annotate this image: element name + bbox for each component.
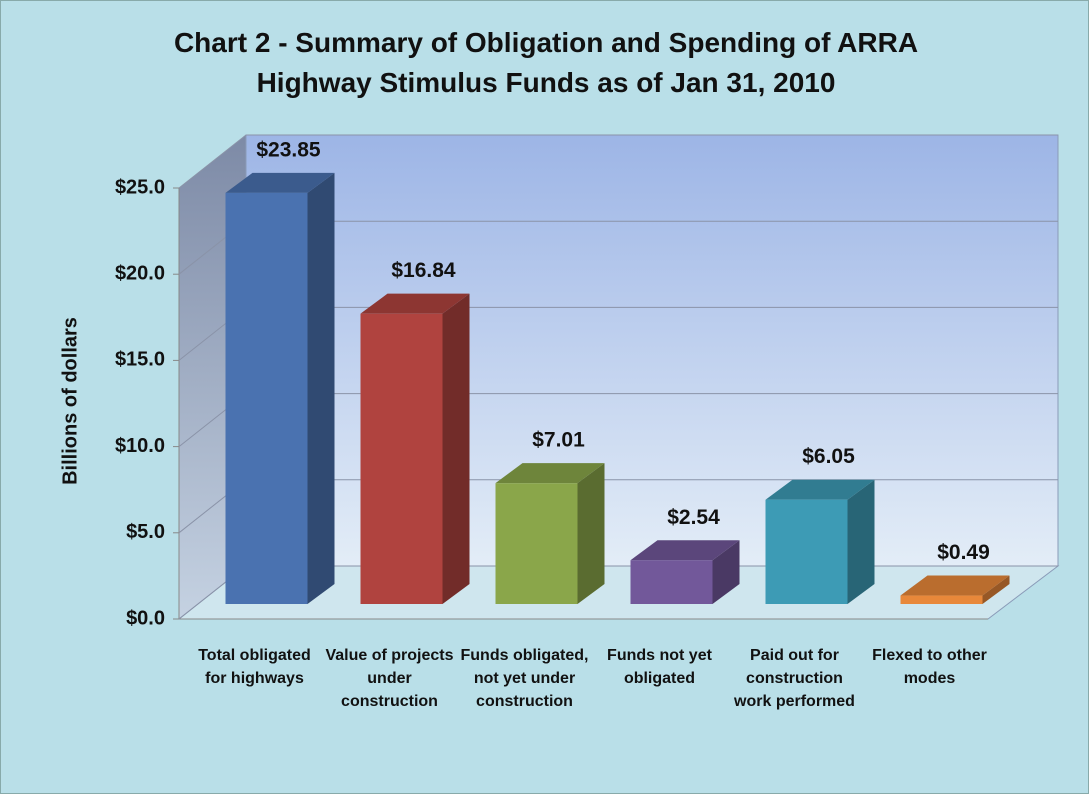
chart-title: Chart 2 - Summary of Obligation and Spen…	[173, 27, 919, 98]
bar-front	[225, 192, 308, 605]
y-tick-label: $15.0	[115, 349, 165, 371]
bar	[765, 479, 875, 604]
bar	[360, 293, 470, 604]
x-tick-label: Paid out for construction work performed	[734, 647, 855, 710]
bar	[225, 172, 335, 605]
bar-top	[900, 575, 1010, 596]
bar-side	[307, 172, 335, 605]
value-label: $6.05	[802, 445, 855, 468]
y-tick-label: $20.0	[115, 262, 165, 284]
value-label: $23.85	[256, 138, 321, 161]
y-tick-label: $25.0	[115, 176, 165, 198]
bar-side	[442, 293, 470, 604]
y-tick-label: $10.0	[115, 435, 165, 457]
bar-front	[900, 595, 983, 604]
value-label: $0.49	[937, 541, 990, 564]
y-tick-label: $0.0	[126, 607, 165, 629]
bar	[630, 540, 740, 604]
x-tick-label: Funds obligated, not yet under construct…	[460, 647, 589, 710]
bar-front	[765, 499, 848, 604]
bar-front	[630, 560, 713, 604]
bar-top	[495, 463, 605, 484]
x-tick-label: Flexed to other modes	[872, 647, 987, 687]
bar-side	[847, 479, 875, 604]
y-tick-label: $5.0	[126, 521, 165, 543]
bar-front	[360, 313, 443, 604]
bar	[495, 463, 605, 604]
value-label: $16.84	[391, 259, 456, 282]
bar-top	[360, 293, 470, 314]
grid-line	[178, 134, 247, 189]
y-axis-label: Billions of dollars	[59, 317, 81, 485]
bar-side	[982, 575, 1010, 604]
x-tick-label: Funds not yet obligated	[607, 647, 712, 687]
bar-top	[225, 172, 335, 193]
value-label: $7.01	[532, 429, 585, 452]
bar-top	[765, 479, 875, 500]
x-tick-label: Total obligated for highways	[198, 647, 311, 687]
bar-top	[630, 540, 740, 561]
bar-side	[712, 540, 740, 604]
x-tick-label: Value of projects under construction	[325, 647, 454, 710]
bar-side	[577, 463, 605, 604]
value-label: $2.54	[667, 506, 720, 529]
bar-front	[495, 483, 578, 604]
bar	[900, 575, 1010, 604]
